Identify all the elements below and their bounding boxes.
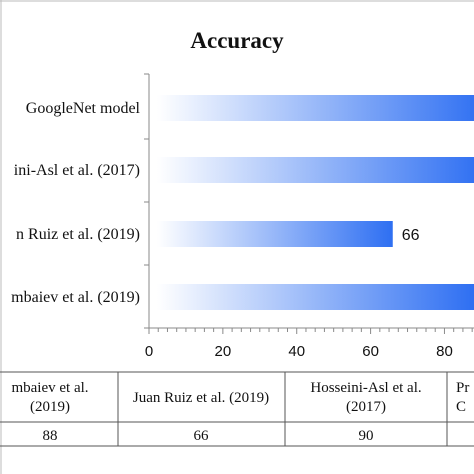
table-value-cell: 88 bbox=[43, 428, 58, 444]
table-header-cell: Pr bbox=[456, 380, 469, 396]
bar bbox=[157, 95, 474, 121]
table-value-cell: 66 bbox=[194, 428, 210, 444]
table-header-cell: (2019) bbox=[30, 399, 70, 415]
x-tick-label: 0 bbox=[145, 343, 153, 360]
x-tick-label: 60 bbox=[362, 343, 379, 360]
x-tick-label: 20 bbox=[215, 343, 232, 360]
x-tick-label: 80 bbox=[436, 343, 453, 360]
category-label: ini-Asl et al. (2017) bbox=[14, 162, 140, 179]
table-header-cell: (2017) bbox=[346, 399, 386, 415]
category-label: mbaiev et al. (2019) bbox=[11, 289, 140, 306]
data-label: 66 bbox=[402, 227, 420, 244]
table-header-cell: Hosseini-Asl et al. bbox=[310, 380, 421, 396]
table-header-cell: mbaiev et al. bbox=[11, 380, 88, 396]
table-header-cell: C bbox=[456, 399, 466, 415]
x-tick-label: 40 bbox=[288, 343, 305, 360]
table-value-cell: 90 bbox=[359, 428, 374, 444]
plot-area: 0 20 40 60 80 GoogleNet model ini-Asl et al. (… bbox=[11, 73, 474, 360]
chart-title: Accuracy bbox=[190, 28, 284, 53]
bar bbox=[157, 284, 474, 310]
table-header-cell: Juan Ruiz et al. (2019) bbox=[133, 390, 269, 406]
bar bbox=[157, 157, 474, 183]
category-label: GoogleNet model bbox=[26, 100, 141, 117]
bar bbox=[157, 221, 393, 247]
category-label: n Ruiz et al. (2019) bbox=[16, 226, 140, 243]
data-table: mbaiev et al. (2019) Juan Ruiz et al. (201… bbox=[0, 371, 474, 447]
